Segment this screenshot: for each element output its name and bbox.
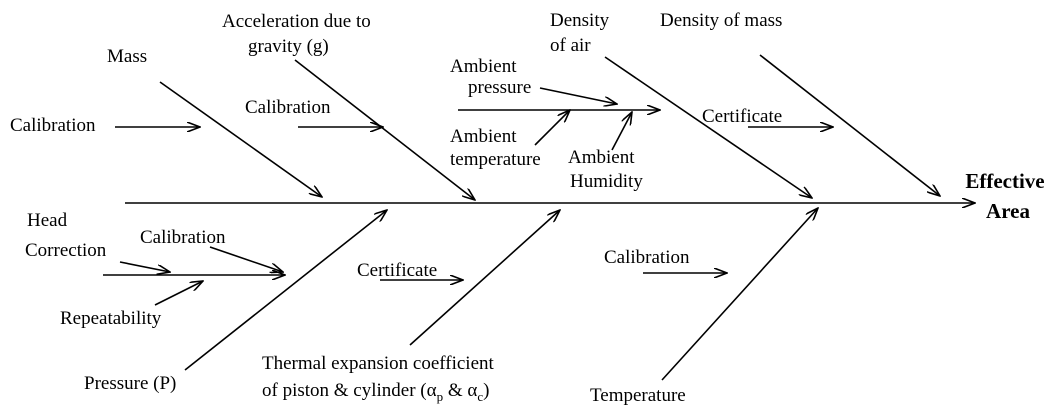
sub-cause-label: Correction	[25, 240, 107, 261]
cause-label: Density of mass	[660, 10, 782, 31]
sub-arrow	[209, 246, 283, 272]
cause-label: Acceleration due to	[222, 11, 371, 32]
sub-cause-label: temperature	[450, 149, 541, 170]
sub-cause-label: Calibration	[140, 227, 226, 248]
sub-arrow	[534, 110, 570, 146]
subscript: p	[437, 389, 444, 404]
bone	[159, 81, 322, 197]
cause-label: Density	[550, 10, 610, 31]
sub-cause-label: Certificate	[357, 260, 437, 281]
sub-arrow	[119, 261, 170, 272]
cause-label: Pressure (P)	[84, 373, 176, 394]
effect-label: Area	[986, 199, 1030, 223]
sub-cause-label: Repeatability	[60, 308, 162, 329]
sub-cause-label: Calibration	[10, 115, 96, 136]
sub-cause-label: Ambient	[568, 147, 635, 168]
cause-label: Mass	[107, 46, 147, 67]
sub-arrow	[539, 87, 617, 104]
label-part: )	[483, 380, 489, 401]
sub-cause-label: Calibration	[604, 247, 690, 268]
bone	[604, 56, 812, 198]
bone	[184, 210, 387, 371]
sub-arrow	[154, 281, 203, 306]
sub-cause-label: Certificate	[702, 106, 782, 127]
cause-label: Thermal expansion coefficient	[262, 353, 494, 374]
bone	[661, 208, 818, 381]
cause-label: of air	[550, 35, 591, 56]
bone	[294, 59, 475, 200]
cause-label: Temperature	[590, 385, 686, 406]
cause-label: gravity (g)	[248, 36, 329, 57]
bone	[759, 54, 940, 196]
label-part: & α	[443, 380, 477, 401]
sub-cause-label: Humidity	[570, 171, 643, 192]
label-part: of piston & cylinder (α	[262, 380, 437, 401]
sub-cause-label: Ambient	[450, 126, 517, 147]
bones	[103, 54, 975, 381]
sub-arrow	[611, 112, 632, 151]
effect-label: Effective	[965, 169, 1044, 193]
bone	[409, 210, 560, 346]
sub-cause-label: Calibration	[245, 97, 331, 118]
sub-cause-label: pressure	[468, 77, 531, 98]
cause-label: of piston & cylinder (αp & αc)	[262, 380, 489, 404]
subscript: c	[477, 389, 483, 404]
sub-cause-label: Head	[27, 210, 68, 231]
sub-cause-label: Ambient	[450, 56, 517, 77]
labels: Effective Area Mass Acceleration due to …	[10, 10, 1045, 406]
